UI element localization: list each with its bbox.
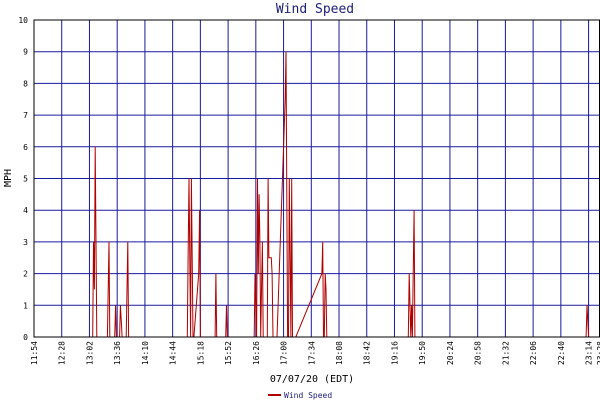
x-tick-label: 12:28 [58,341,67,365]
y-tick-label: 4 [23,206,28,215]
x-tick-label: 15:52 [224,341,233,365]
y-tick-label: 5 [23,175,28,184]
x-tick-label: 22:40 [557,341,566,365]
x-tick-label: 20:24 [446,341,455,365]
y-axis-label: MPH [3,169,14,187]
x-tick-label: 15:18 [196,341,205,365]
wind-speed-series-line [34,51,600,338]
x-axis-label: 07/07/20 (EDT) [270,374,354,385]
y-tick-label: 10 [18,16,28,25]
y-axis-ticks: 0 1 2 3 4 5 6 7 8 9 10 [18,16,28,342]
x-tick-label: 18:08 [335,341,344,365]
x-axis-ticks: 11:54 12:28 13:02 13:36 14:10 14:44 15:18 15:52… [30,341,600,365]
x-tick-label: 21:32 [501,341,510,365]
y-tick-label: 2 [23,270,28,279]
x-tick-label: 13:02 [85,341,94,365]
y-tick-label: 3 [23,238,28,247]
x-tick-label: 14:44 [169,341,178,365]
x-tick-label: 13:36 [113,341,122,365]
x-tick-label: 17:00 [280,341,289,365]
x-tick-label: 23:28 [596,341,600,365]
x-tick-label: 16:26 [252,341,261,365]
legend-label: Wind Speed [284,391,332,400]
chart-title: Wind Speed [276,2,354,17]
x-tick-label: 23:14 [585,341,594,365]
x-tick-label: 11:54 [30,341,39,365]
y-tick-label: 7 [23,111,28,120]
y-tick-label: 9 [23,48,28,57]
x-tick-label: 14:10 [141,341,150,365]
x-tick-label: 19:16 [390,341,399,365]
x-tick-label: 19:50 [418,341,427,365]
x-tick-label: 18:42 [363,341,372,365]
y-tick-label: 6 [23,143,28,152]
x-tick-label: 17:34 [307,341,316,365]
x-tick-label: 22:06 [529,341,538,365]
y-tick-label: 8 [23,79,28,88]
y-tick-label: 0 [23,333,28,342]
y-tick-label: 1 [23,301,28,310]
grid [34,20,600,337]
x-tick-label: 20:58 [474,341,483,365]
